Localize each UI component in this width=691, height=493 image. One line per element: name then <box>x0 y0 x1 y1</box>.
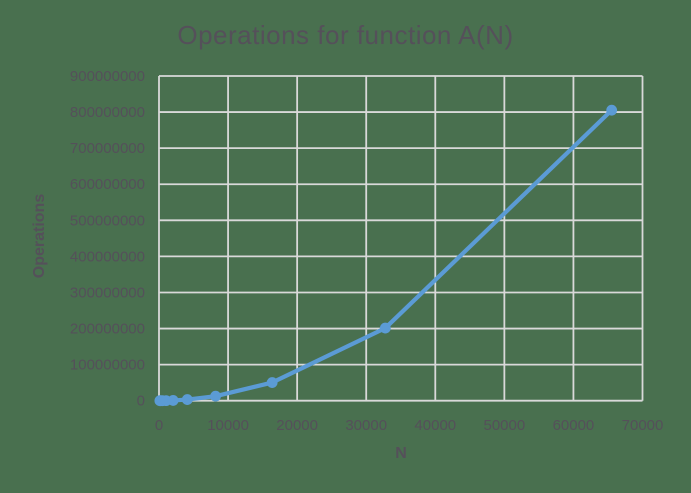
data-point-marker <box>210 390 221 402</box>
y-tick-label: 600000000 <box>70 176 145 193</box>
y-tick-label: 700000000 <box>70 140 145 157</box>
y-tick-label: 900000000 <box>70 68 145 85</box>
y-tick-label: 200000000 <box>70 321 145 338</box>
data-point-marker <box>181 394 193 405</box>
data-point-marker <box>379 322 391 334</box>
y-tick-label: 0 <box>137 393 145 410</box>
y-tick-label: 100000000 <box>70 357 145 374</box>
x-tick-label: 50000 <box>483 417 525 434</box>
data-point-marker <box>167 395 179 406</box>
x-tick-label: 10000 <box>207 417 249 434</box>
y-tick-label: 300000000 <box>70 284 145 301</box>
data-point-marker <box>266 377 278 388</box>
x-tick-label: 70000 <box>622 417 664 434</box>
x-tick-label: 60000 <box>553 417 595 434</box>
x-tick-label: 0 <box>155 417 163 434</box>
data-point-marker <box>606 104 618 116</box>
x-tick-label: 20000 <box>276 417 318 434</box>
y-tick-label: 800000000 <box>70 104 145 121</box>
x-tick-label: 40000 <box>414 417 456 434</box>
chart-title: Operations for function A(N) <box>177 20 514 50</box>
y-tick-label: 500000000 <box>70 212 145 229</box>
x-axis-title: N <box>395 445 407 462</box>
y-tick-label: 400000000 <box>70 248 145 265</box>
x-tick-label: 30000 <box>345 417 387 434</box>
